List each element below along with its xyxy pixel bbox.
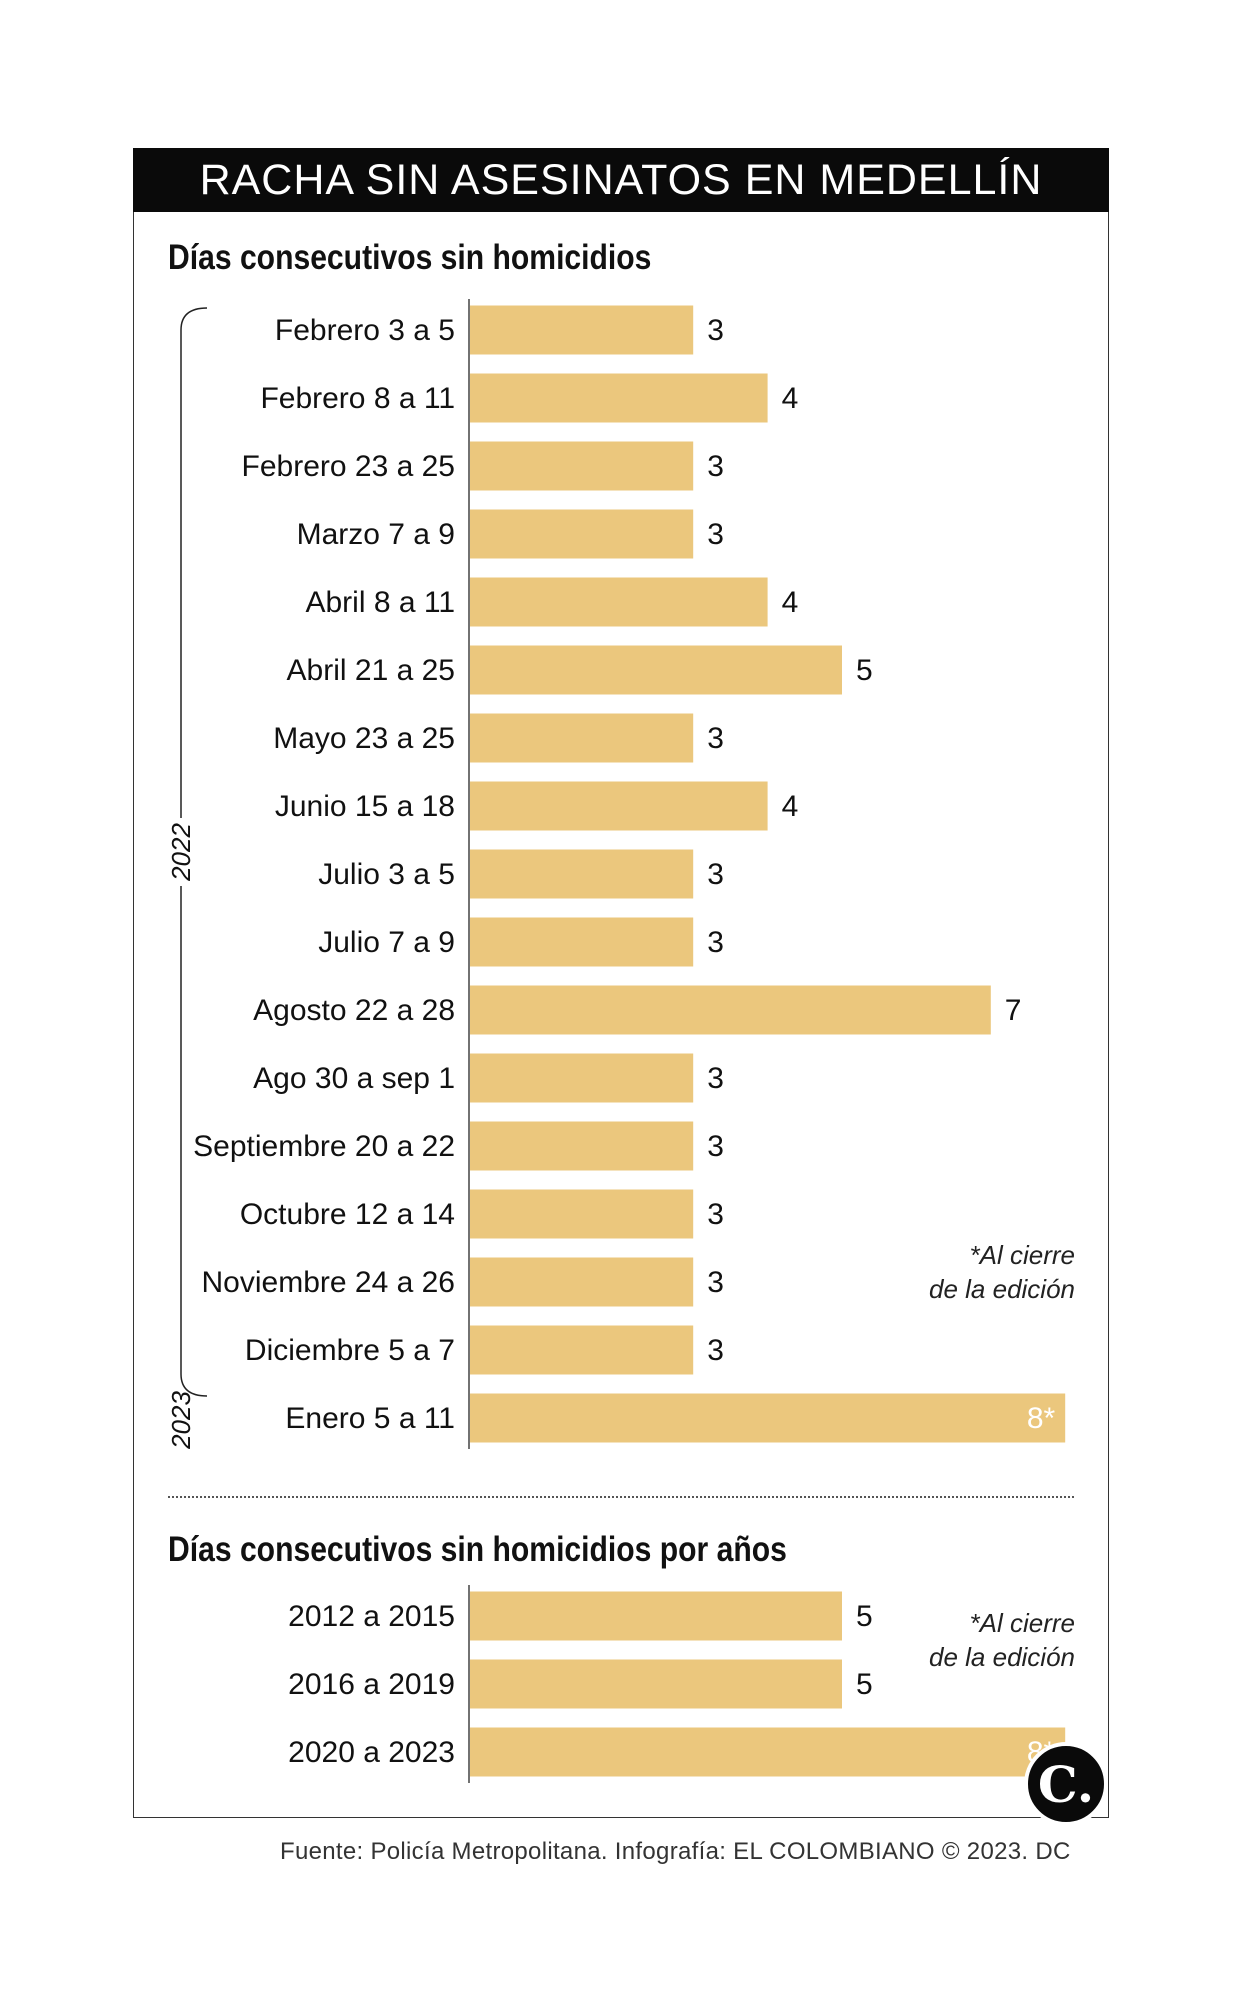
category-label: Febrero 23 a 25 [242, 450, 455, 483]
category-label: Octubre 12 a 14 [240, 1198, 455, 1231]
year-bracket-top [180, 307, 208, 818]
value-label: 4 [782, 790, 799, 823]
section-divider [168, 1496, 1074, 1498]
bar [470, 645, 842, 695]
year-label-2022: 2022 [166, 823, 196, 882]
chart-2-footnote-line-1: *Al cierre [969, 1608, 1075, 1638]
category-label: Julio 3 a 5 [318, 858, 455, 891]
chart-1-title: Días consecutivos sin homicidios [168, 238, 652, 277]
bar [470, 1659, 842, 1709]
category-label: Enero 5 a 11 [285, 1402, 455, 1435]
bar [470, 577, 768, 627]
value-label: 3 [707, 858, 724, 891]
value-label: 8* [1027, 1402, 1056, 1435]
category-label: 2012 a 2015 [288, 1600, 455, 1633]
category-label: Febrero 8 a 11 [260, 382, 455, 415]
value-label: 3 [707, 1266, 724, 1299]
category-label: Mayo 23 a 25 [273, 722, 455, 755]
value-label: 3 [707, 926, 724, 959]
bar [470, 849, 694, 899]
bar [470, 373, 768, 423]
bar [470, 985, 991, 1035]
value-label: 3 [707, 1130, 724, 1163]
chart-1-footnote: *Al cierre de la edición [880, 1238, 1075, 1306]
bar [470, 1257, 694, 1307]
chart-1-footnote-line-2: de la edición [929, 1274, 1075, 1304]
category-label: Marzo 7 a 9 [297, 518, 455, 551]
chart-2-footnote-line-2: de la edición [929, 1642, 1075, 1672]
bar [470, 713, 694, 763]
category-label: Junio 15 a 18 [275, 790, 455, 823]
category-label: Noviembre 24 a 26 [202, 1266, 455, 1299]
category-label: 2016 a 2019 [288, 1668, 455, 1701]
value-label: 4 [782, 382, 799, 415]
bar [470, 305, 694, 355]
value-label: 5 [856, 654, 873, 687]
value-label: 7 [1005, 994, 1022, 1027]
source-credit: Fuente: Policía Metropolitana. Infografí… [280, 1838, 1071, 1865]
bar [470, 1325, 694, 1375]
category-label: Abril 8 a 11 [305, 586, 455, 619]
bar [470, 917, 694, 967]
value-label: 3 [707, 1334, 724, 1367]
value-label: 4 [782, 586, 799, 619]
category-label: Ago 30 a sep 1 [253, 1062, 455, 1095]
chart-2-title: Días consecutivos sin homicidios por año… [168, 1530, 787, 1569]
bar [470, 441, 694, 491]
bar [470, 1121, 694, 1171]
year-label-2023: 2023 [166, 1391, 196, 1450]
category-label: Agosto 22 a 28 [253, 994, 455, 1027]
value-label: 3 [707, 314, 724, 347]
chart-2-footnote: *Al cierre de la edición [880, 1606, 1075, 1674]
bar [470, 1591, 842, 1641]
value-label: 3 [707, 450, 724, 483]
category-label: Febrero 3 a 5 [275, 314, 455, 347]
value-label: 3 [707, 518, 724, 551]
bar [470, 1053, 694, 1103]
value-label: 3 [707, 1062, 724, 1095]
bar [470, 509, 694, 559]
value-label: 5 [856, 1668, 873, 1701]
category-label: Julio 7 a 9 [318, 926, 455, 959]
category-label: 2020 a 2023 [288, 1736, 455, 1769]
el-colombiano-logo: C. [1024, 1742, 1108, 1826]
bar [470, 1189, 694, 1239]
value-label: 5 [856, 1600, 873, 1633]
category-label: Diciembre 5 a 7 [245, 1334, 455, 1367]
value-label: 3 [707, 1198, 724, 1231]
year-bracket-bottom [180, 886, 208, 1397]
bar [470, 1393, 1066, 1443]
chart-1-footnote-line-1: *Al cierre [969, 1240, 1075, 1270]
value-label: 3 [707, 722, 724, 755]
bar [470, 1727, 1066, 1777]
category-label: Septiembre 20 a 22 [193, 1130, 455, 1163]
category-label: Abril 21 a 25 [287, 654, 455, 687]
infographic-title: RACHA SIN ASESINATOS EN MEDELLÍN [133, 148, 1109, 212]
bar [470, 781, 768, 831]
